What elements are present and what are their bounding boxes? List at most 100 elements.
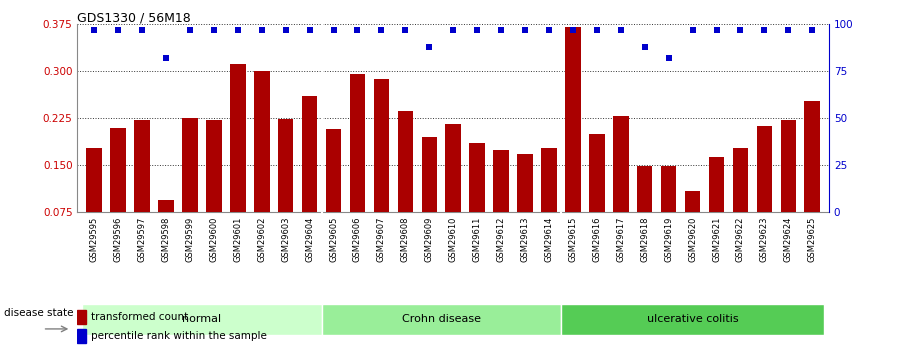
Bar [82, 304, 322, 335]
Point [494, 27, 508, 32]
Text: GSM29595: GSM29595 [89, 217, 98, 262]
Text: GSM29600: GSM29600 [210, 217, 219, 262]
Text: GSM29619: GSM29619 [664, 217, 673, 262]
Point [710, 27, 724, 32]
Point [613, 27, 628, 32]
Bar [182, 118, 198, 259]
Text: GSM29609: GSM29609 [425, 217, 434, 262]
Point [733, 27, 748, 32]
Text: disease state: disease state [4, 308, 74, 318]
Text: GSM29616: GSM29616 [592, 217, 601, 262]
Text: ulcerative colitis: ulcerative colitis [647, 314, 739, 324]
Point [757, 27, 772, 32]
Text: GSM29610: GSM29610 [449, 217, 457, 262]
Bar [494, 149, 509, 259]
Bar [254, 71, 270, 259]
Text: GSM29622: GSM29622 [736, 217, 745, 262]
Bar [278, 119, 293, 259]
Bar [322, 304, 561, 335]
Text: GSM29599: GSM29599 [186, 217, 194, 262]
Point [326, 27, 341, 32]
Point [805, 27, 820, 32]
Point [302, 27, 317, 32]
Text: GSM29623: GSM29623 [760, 217, 769, 262]
Text: GDS1330 / 56M18: GDS1330 / 56M18 [77, 11, 191, 24]
Bar [732, 148, 748, 259]
Point [566, 27, 580, 32]
Text: GSM29625: GSM29625 [808, 217, 817, 262]
Text: GSM29613: GSM29613 [520, 217, 529, 262]
Bar [134, 120, 149, 259]
Bar [159, 200, 174, 259]
Point [781, 27, 795, 32]
Bar [517, 154, 533, 259]
Point [685, 27, 700, 32]
Bar [326, 129, 342, 259]
Bar [374, 79, 389, 259]
Bar [685, 191, 701, 259]
Bar [804, 101, 820, 259]
Bar [709, 157, 724, 259]
Point [398, 27, 413, 32]
Bar [561, 304, 824, 335]
Bar [77, 310, 86, 324]
Text: GSM29618: GSM29618 [640, 217, 650, 262]
Point [638, 44, 652, 49]
Text: GSM29607: GSM29607 [377, 217, 386, 262]
Point [542, 27, 557, 32]
Point [470, 27, 485, 32]
Bar [397, 111, 413, 259]
Bar [637, 166, 652, 259]
Point [111, 27, 126, 32]
Bar [781, 120, 796, 259]
Point [207, 27, 221, 32]
Bar [422, 137, 437, 259]
Text: GSM29614: GSM29614 [545, 217, 554, 262]
Point [135, 27, 149, 32]
Bar [757, 126, 773, 259]
Point [159, 55, 173, 61]
Point [422, 44, 436, 49]
Bar [660, 166, 677, 259]
Point [517, 27, 532, 32]
Point [446, 27, 461, 32]
Point [374, 27, 389, 32]
Point [350, 27, 364, 32]
Text: GSM29624: GSM29624 [783, 217, 793, 262]
Text: GSM29617: GSM29617 [616, 217, 625, 262]
Bar [565, 27, 580, 259]
Point [254, 27, 269, 32]
Text: GSM29598: GSM29598 [161, 217, 170, 262]
Point [279, 27, 293, 32]
Text: GSM29608: GSM29608 [401, 217, 410, 262]
Text: percentile rank within the sample: percentile rank within the sample [90, 331, 266, 341]
Text: GSM29596: GSM29596 [114, 217, 123, 262]
Bar [445, 125, 461, 259]
Bar [350, 74, 365, 259]
Bar [589, 134, 605, 259]
Bar [469, 143, 485, 259]
Bar [77, 329, 86, 343]
Text: GSM29620: GSM29620 [688, 217, 697, 262]
Text: GSM29597: GSM29597 [138, 217, 147, 262]
Text: normal: normal [182, 314, 221, 324]
Bar [302, 96, 317, 259]
Text: GSM29612: GSM29612 [496, 217, 506, 262]
Text: GSM29601: GSM29601 [233, 217, 242, 262]
Text: GSM29615: GSM29615 [568, 217, 578, 262]
Point [589, 27, 604, 32]
Point [230, 27, 245, 32]
Text: transformed count: transformed count [90, 312, 188, 322]
Bar [613, 116, 629, 259]
Bar [110, 128, 126, 259]
Point [87, 27, 101, 32]
Text: GSM29604: GSM29604 [305, 217, 314, 262]
Bar [206, 120, 221, 259]
Point [182, 27, 197, 32]
Text: GSM29621: GSM29621 [712, 217, 721, 262]
Bar [230, 63, 246, 259]
Bar [87, 148, 102, 259]
Text: GSM29602: GSM29602 [257, 217, 266, 262]
Text: GSM29603: GSM29603 [281, 217, 291, 262]
Text: Crohn disease: Crohn disease [402, 314, 481, 324]
